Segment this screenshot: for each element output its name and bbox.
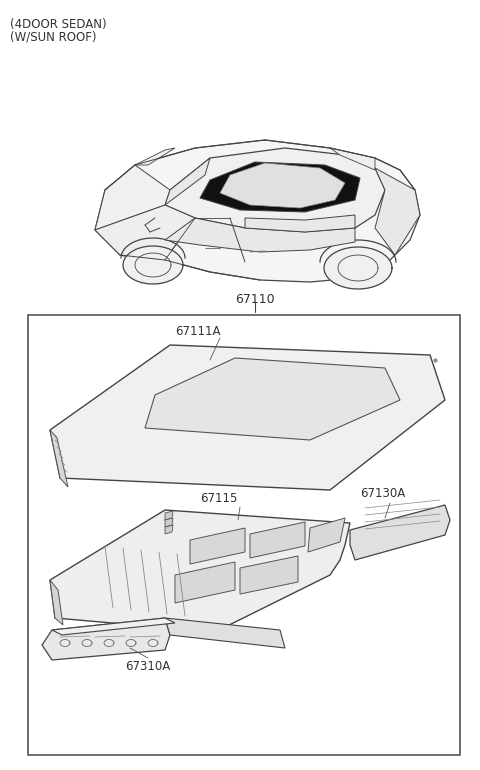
- Polygon shape: [190, 528, 245, 564]
- Polygon shape: [350, 505, 450, 560]
- Polygon shape: [330, 148, 375, 170]
- Polygon shape: [165, 218, 355, 252]
- Polygon shape: [50, 430, 68, 487]
- Polygon shape: [165, 511, 173, 520]
- Text: (4DOOR SEDAN): (4DOOR SEDAN): [10, 18, 107, 31]
- Polygon shape: [165, 618, 285, 648]
- Polygon shape: [165, 525, 173, 534]
- Polygon shape: [175, 562, 235, 603]
- Polygon shape: [245, 215, 355, 232]
- Text: 67115: 67115: [200, 492, 238, 505]
- Polygon shape: [95, 165, 170, 230]
- Text: 67310A: 67310A: [125, 660, 170, 673]
- Text: 67130A: 67130A: [360, 487, 405, 500]
- Polygon shape: [50, 580, 63, 625]
- Polygon shape: [95, 140, 420, 282]
- Polygon shape: [240, 556, 298, 594]
- Polygon shape: [200, 162, 360, 212]
- Polygon shape: [123, 246, 183, 284]
- Polygon shape: [165, 148, 385, 232]
- Polygon shape: [50, 510, 350, 632]
- Polygon shape: [324, 247, 392, 289]
- Polygon shape: [308, 518, 345, 552]
- Polygon shape: [95, 205, 195, 260]
- Polygon shape: [375, 168, 420, 255]
- Text: 67110: 67110: [235, 293, 275, 306]
- Polygon shape: [165, 158, 210, 205]
- Polygon shape: [135, 148, 175, 165]
- Polygon shape: [50, 345, 445, 490]
- Polygon shape: [52, 618, 175, 635]
- Text: 67111A: 67111A: [175, 325, 220, 338]
- Bar: [28, 315, 460, 755]
- Polygon shape: [165, 518, 173, 527]
- Text: (W/SUN ROOF): (W/SUN ROOF): [10, 30, 96, 43]
- Polygon shape: [145, 358, 400, 440]
- Polygon shape: [220, 163, 345, 208]
- Polygon shape: [42, 618, 170, 660]
- Polygon shape: [250, 522, 305, 558]
